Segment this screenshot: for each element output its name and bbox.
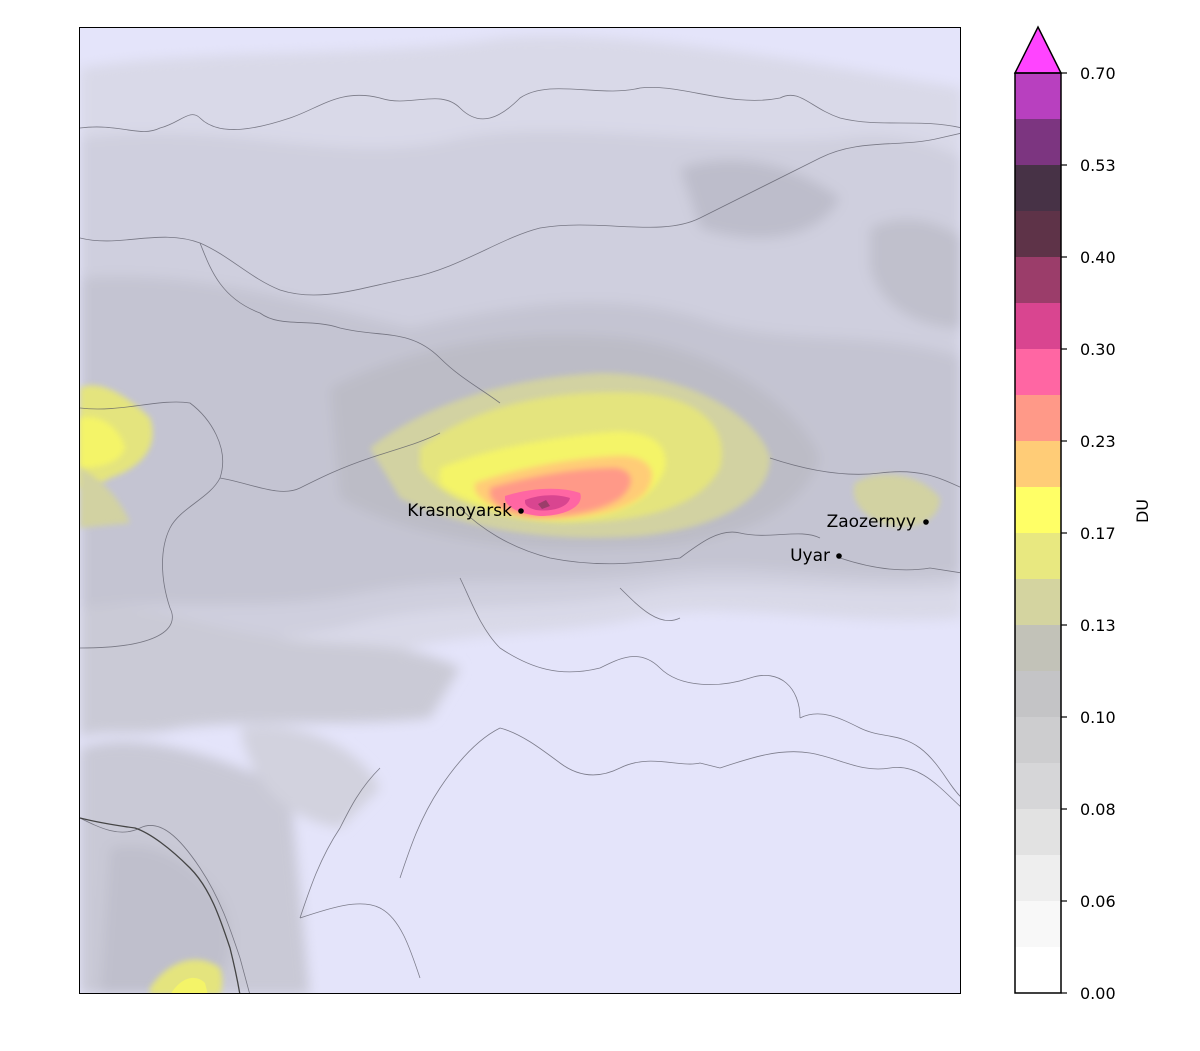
plume-contours: [80, 373, 940, 993]
colorbar-band: [1015, 947, 1061, 994]
colorbar-tick-label: 0.10: [1080, 708, 1116, 727]
colorbar-band: [1015, 395, 1061, 442]
colorbar-band: [1015, 625, 1061, 672]
colorbar-tick-label: 0.30: [1080, 340, 1116, 359]
colorbar-band: [1015, 671, 1061, 718]
city-marker-zaozernyy: [923, 519, 929, 525]
colorbar-band: [1015, 349, 1061, 396]
colorbar-tick-label: 0.70: [1080, 64, 1116, 83]
colorbar-band: [1015, 901, 1061, 948]
city-uyar: Uyar: [790, 546, 842, 566]
colorbar-band: [1015, 257, 1061, 304]
colorbar-band: [1015, 579, 1061, 626]
colorbar-band: [1015, 73, 1061, 120]
colorbar-tick-label: 0.17: [1080, 524, 1116, 543]
city-label-zaozernyy: Zaozernyy: [827, 512, 916, 532]
city-marker-uyar: [836, 553, 842, 559]
colorbar-band: [1015, 303, 1061, 350]
colorbar-band: [1015, 165, 1061, 212]
colorbar-band: [1015, 763, 1061, 810]
city-zaozernyy: Zaozernyy: [827, 512, 929, 532]
colorbar-tick-label: 0.13: [1080, 616, 1116, 635]
colorbar-band: [1015, 119, 1061, 166]
colorbar-ticks: 0.70 0.53 0.40 0.30 0.23 0.17 0.13 0.10 0.08 0.06…: [1061, 64, 1116, 1003]
colorbar-tick-label: 0.08: [1080, 800, 1116, 819]
colorbar-label: DU: [1133, 499, 1152, 523]
city-marker-krasnoyarsk: [518, 508, 524, 514]
main-border-line: [80, 817, 241, 993]
colorbar-band: [1015, 855, 1061, 902]
colorbar-band: [1015, 487, 1061, 534]
colorbar-tick-label: 0.23: [1080, 432, 1116, 451]
city-label-krasnoyarsk: Krasnoyarsk: [407, 501, 512, 521]
map-panel: Krasnoyarsk Zaozernyy Uyar: [79, 27, 961, 994]
city-label-uyar: Uyar: [790, 546, 830, 566]
colorbar-bands: [1015, 73, 1061, 994]
colorbar-tick-label: 0.06: [1080, 892, 1116, 911]
colorbar-tick-label: 0.40: [1080, 248, 1116, 267]
boundary-lines: [80, 86, 960, 993]
colorbar-tick-label: 0.00: [1080, 984, 1116, 1003]
map-canvas: Krasnoyarsk Zaozernyy Uyar: [80, 28, 960, 993]
colorbar-extend-triangle: [1013, 25, 1063, 74]
colorbar-band: [1015, 533, 1061, 580]
colorbar-band: [1015, 717, 1061, 764]
city-krasnoyarsk: Krasnoyarsk: [407, 501, 524, 521]
colorbar-tick-label: 0.53: [1080, 156, 1116, 175]
colorbar-band: [1015, 211, 1061, 258]
colorbar-band: [1015, 441, 1061, 488]
colorbar-band: [1015, 809, 1061, 856]
